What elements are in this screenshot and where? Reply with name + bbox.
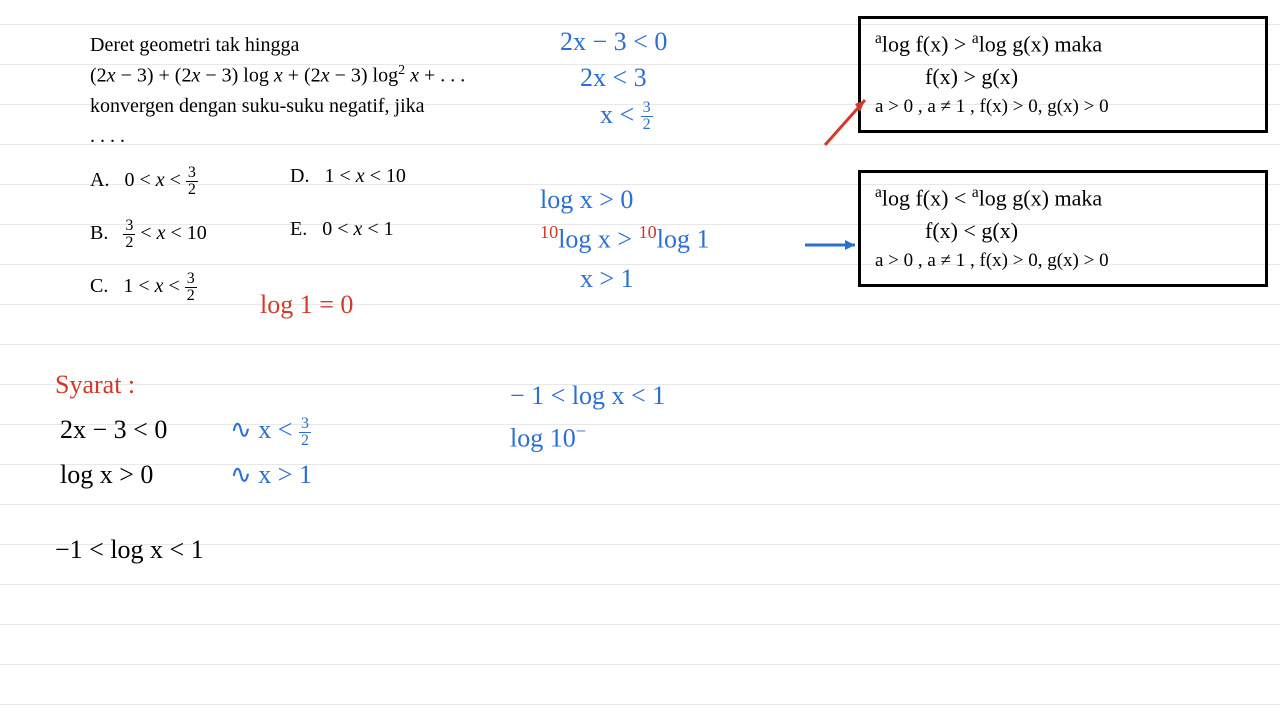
syarat-label: Syarat :: [55, 370, 135, 400]
arrow-blue-icon: [800, 230, 870, 260]
work-mid: log x > 0 10log x > 10log 1 x > 1: [540, 180, 710, 298]
rule1-l1: alog f(x) > alog g(x) maka: [875, 27, 1251, 60]
work-midright-l1: − 1 < log x < 1: [510, 375, 665, 417]
arrow-red-icon: [820, 90, 880, 150]
work-mid-l3: x > 1: [580, 259, 710, 298]
rule1-l2: f(x) > g(x): [925, 60, 1251, 93]
work-top: 2x − 3 < 0 2x < 3 x < 32: [560, 24, 667, 133]
problem-line4: . . . .: [90, 121, 520, 151]
syarat-l2a: log x > 0: [60, 460, 153, 490]
syarat-l1b: ∿ x < 32: [230, 415, 311, 449]
option-b: B. 32 < x < 10: [90, 218, 290, 251]
red-note: log 1 = 0: [260, 290, 353, 320]
work-top-l2: 2x < 3: [580, 60, 667, 96]
work-mid-l2: 10log x > 10log 1: [540, 219, 710, 259]
option-d: D. 1 < x < 10: [290, 165, 490, 198]
rule2-l3: a > 0 , a ≠ 1 , f(x) > 0, g(x) > 0: [875, 247, 1251, 276]
syarat-l2b: ∿ x > 1: [230, 460, 312, 490]
work-top-l1: 2x − 3 < 0: [560, 24, 667, 60]
problem-line2: (2x − 3) + (2x − 3) log x + (2x − 3) log…: [90, 60, 520, 91]
rule2-l2: f(x) < g(x): [925, 214, 1251, 247]
problem-text: Deret geometri tak hingga (2x − 3) + (2x…: [90, 30, 520, 151]
rule-box-1: alog f(x) > alog g(x) maka f(x) > g(x) a…: [858, 16, 1268, 133]
work-midright: − 1 < log x < 1 log 10−: [510, 375, 665, 459]
problem-line3: konvergen dengan suku-suku negatif, jika: [90, 91, 520, 121]
option-a: A. 0 < x < 32: [90, 165, 290, 198]
rule1-l3: a > 0 , a ≠ 1 , f(x) > 0, g(x) > 0: [875, 93, 1251, 122]
rule-box-2: alog f(x) < alog g(x) maka f(x) < g(x) a…: [858, 170, 1268, 287]
option-e: E. 0 < x < 1: [290, 218, 490, 251]
problem-line1: Deret geometri tak hingga: [90, 30, 520, 60]
syarat-l1a: 2x − 3 < 0: [60, 415, 167, 445]
work-midright-l2: log 10−: [510, 417, 665, 459]
work-top-l3: x < 32: [600, 97, 667, 134]
rule2-l1: alog f(x) < alog g(x) maka: [875, 181, 1251, 214]
work-mid-l1: log x > 0: [540, 180, 710, 219]
syarat-l3: −1 < log x < 1: [55, 535, 204, 565]
